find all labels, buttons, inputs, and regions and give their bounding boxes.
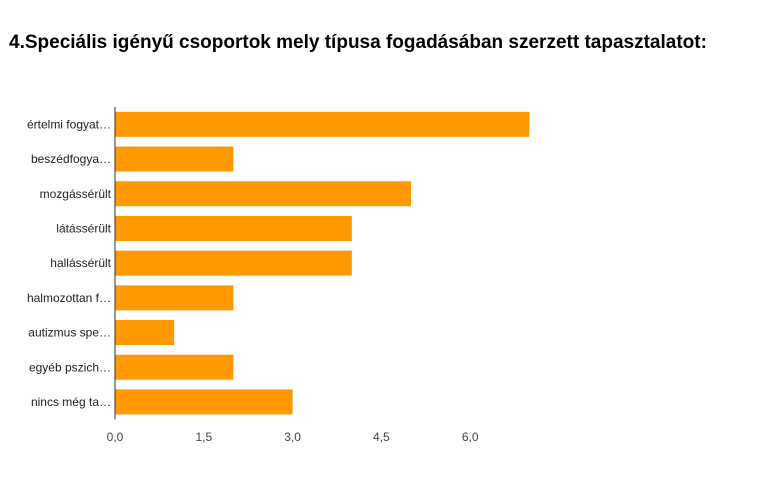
category-label: mozgássérült — [40, 187, 112, 201]
category-label: autizmus spe… — [28, 326, 111, 340]
category-label: látássérült — [56, 221, 111, 235]
bar — [115, 215, 352, 241]
bar — [115, 320, 175, 346]
x-tick-label: 6,0 — [462, 430, 479, 444]
x-tick-label: 3,0 — [284, 430, 301, 444]
x-tick-labels: 0,0 1,5 3,0 4,5 6,0 — [107, 430, 479, 444]
x-tick-label: 4,5 — [373, 430, 390, 444]
bars-group — [115, 111, 530, 415]
category-label: hallássérült — [50, 256, 111, 270]
bar — [115, 146, 234, 172]
category-label: beszédfogya… — [31, 152, 111, 166]
category-label: halmozottan f… — [27, 291, 111, 305]
category-label: értelmi fogyat… — [27, 117, 111, 131]
chart-title: 4.Speciális igényű csoportok mely típusa… — [9, 32, 707, 53]
x-tick-label: 1,5 — [195, 430, 212, 444]
bar — [115, 181, 411, 207]
bar — [115, 111, 530, 137]
category-label: nincs még ta… — [31, 395, 111, 409]
bar — [115, 389, 293, 415]
bar — [115, 250, 352, 276]
category-labels: értelmi fogyat… beszédfogya… mozgássérült l… — [27, 117, 112, 409]
bar — [115, 354, 234, 380]
category-label: egyéb pszich… — [29, 360, 111, 374]
x-tick-label: 0,0 — [107, 430, 124, 444]
bar — [115, 285, 234, 311]
